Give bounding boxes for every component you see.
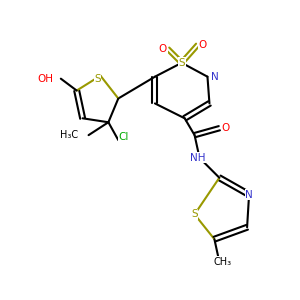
Text: CH₃: CH₃ <box>213 257 231 267</box>
Text: S: S <box>94 74 101 84</box>
Text: OH: OH <box>37 74 53 84</box>
Text: O: O <box>159 44 167 54</box>
Text: S: S <box>178 58 185 68</box>
Text: S: S <box>191 209 198 219</box>
Text: H₃C: H₃C <box>60 130 78 140</box>
Text: O: O <box>221 123 230 133</box>
Text: N: N <box>211 72 218 82</box>
Text: Cl: Cl <box>118 132 128 142</box>
Text: N: N <box>245 190 253 200</box>
Text: NH: NH <box>190 153 205 163</box>
Text: O: O <box>198 40 207 50</box>
